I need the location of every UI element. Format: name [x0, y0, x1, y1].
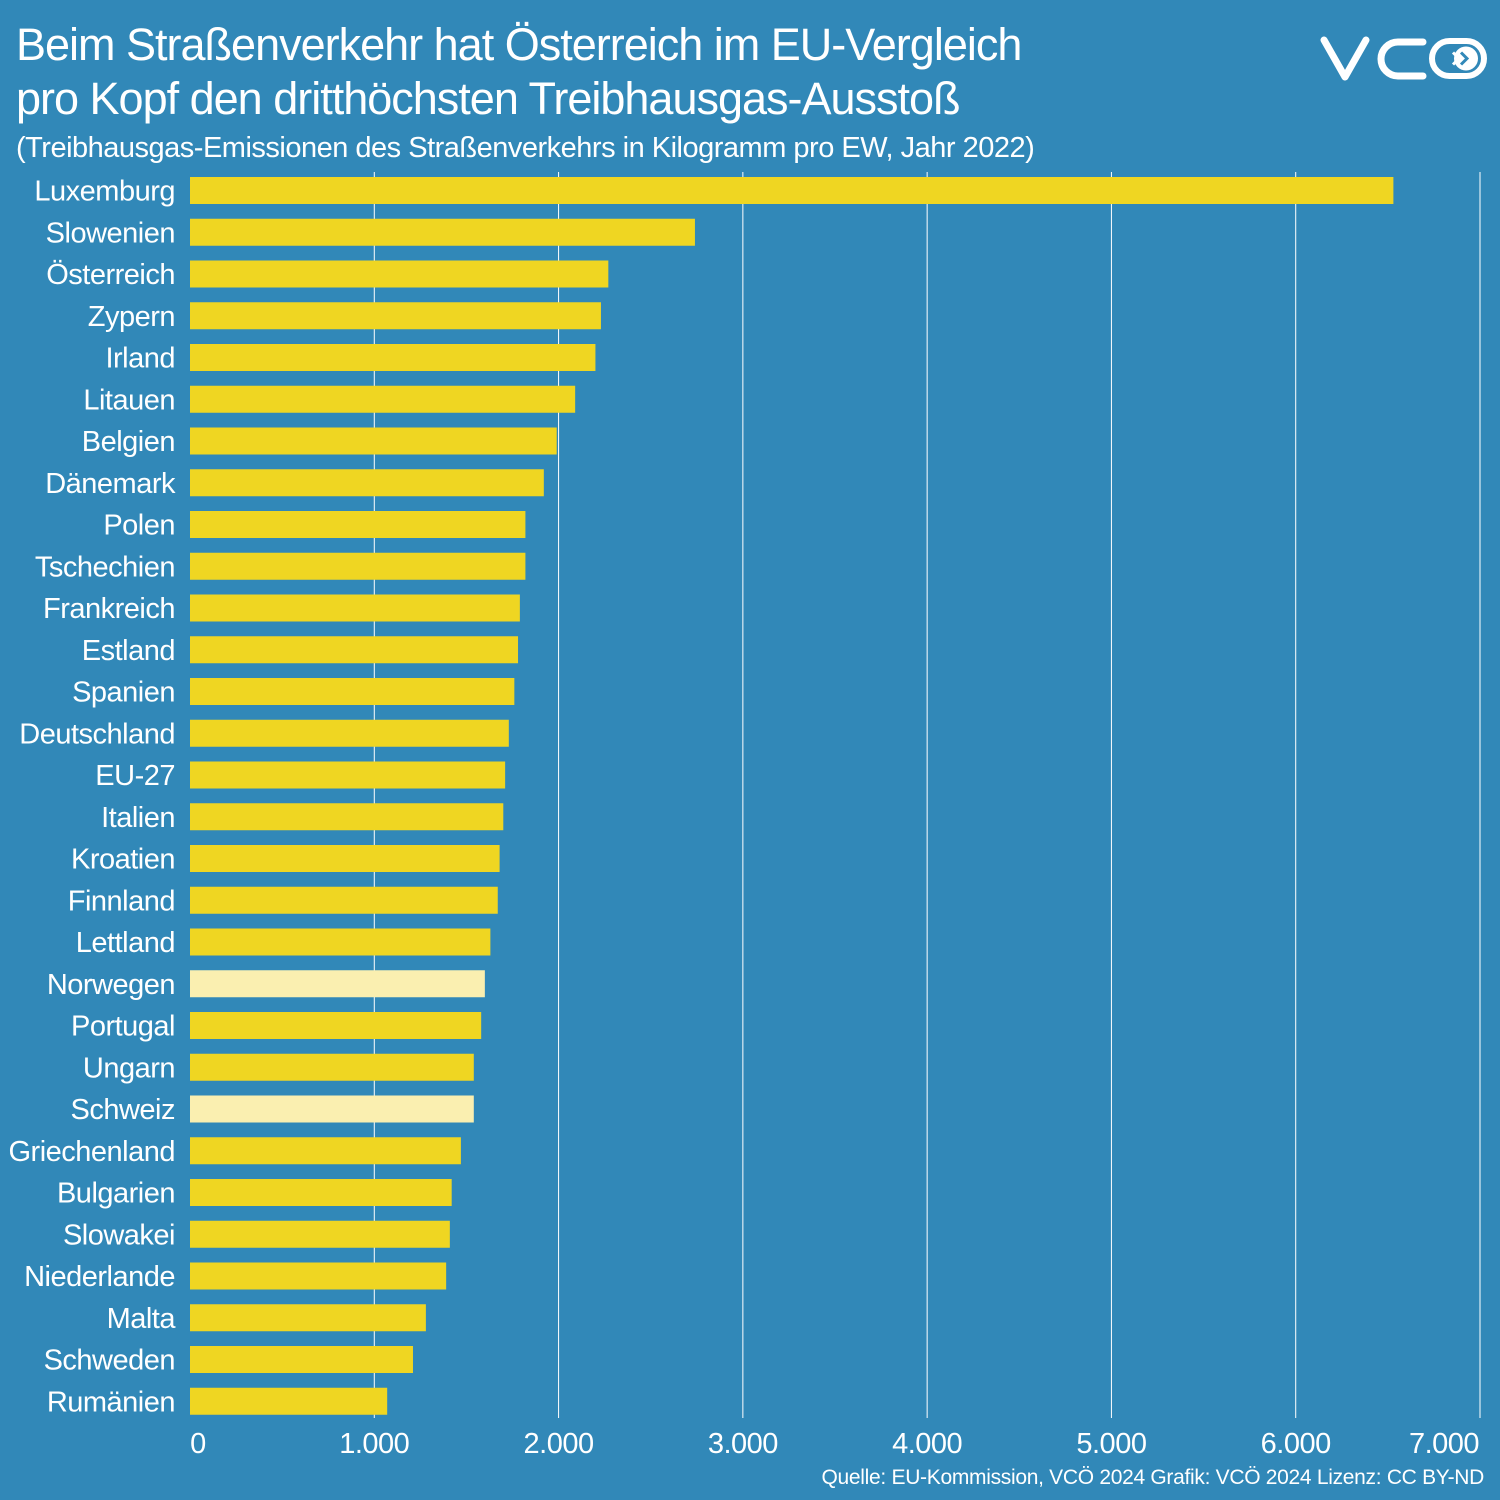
bar: [190, 1012, 482, 1039]
category-label: Portugal: [71, 1011, 175, 1043]
category-label: Estland: [82, 635, 175, 667]
chart-title-line-1: Beim Straßenverkehr hat Österreich im EU…: [16, 19, 1022, 70]
category-label: Österreich: [46, 259, 175, 291]
chart-title: Beim Straßenverkehr hat Österreich im EU…: [16, 18, 1022, 126]
bar: [190, 344, 596, 371]
category-label: Griechenland: [9, 1136, 176, 1168]
bar: [190, 177, 1394, 204]
category-label: Tschechien: [35, 551, 175, 583]
bar: [190, 970, 485, 998]
category-label: Kroatien: [71, 844, 175, 876]
bar: [190, 1220, 450, 1248]
bar: [190, 385, 576, 413]
category-label: Lettland: [76, 927, 175, 959]
bar: [190, 928, 491, 956]
vco-logo-icon: [1320, 34, 1490, 84]
x-tick-label: 2.000: [524, 1428, 594, 1460]
bar: [190, 511, 526, 538]
source-note: Quelle: EU-Kommission, VCÖ 2024 Grafik: …: [821, 1466, 1485, 1489]
category-label: Bulgarien: [57, 1178, 175, 1210]
bar: [190, 1262, 447, 1290]
category-label: Zypern: [88, 301, 175, 333]
category-label: EU-27: [95, 760, 175, 792]
category-label: Finnland: [68, 885, 175, 917]
category-label: Litauen: [83, 384, 175, 416]
category-label: Italien: [101, 802, 175, 834]
bar: [190, 845, 500, 872]
category-label: Niederlande: [24, 1261, 175, 1293]
x-tick-label: 5.000: [1076, 1428, 1146, 1460]
category-label: Frankreich: [43, 593, 175, 625]
category-label: Rumänien: [47, 1386, 175, 1418]
category-label: Norwegen: [47, 969, 175, 1001]
bar: [190, 218, 695, 246]
category-label: Deutschland: [19, 718, 175, 750]
bar: [190, 302, 601, 330]
x-tick-label: 0: [190, 1428, 206, 1460]
bar: [190, 803, 504, 831]
category-label: Schweden: [44, 1345, 175, 1377]
category-label: Luxemburg: [34, 176, 175, 208]
category-label: Ungarn: [83, 1052, 175, 1084]
bar: [190, 719, 509, 747]
bar: [190, 678, 515, 705]
vco-logo-graphic: [1320, 36, 1487, 81]
bar: [190, 1137, 461, 1165]
category-label: Malta: [107, 1303, 177, 1335]
bar: [190, 594, 520, 622]
bar: [190, 1387, 388, 1415]
bar: [190, 1053, 474, 1081]
bar: [190, 469, 544, 497]
category-label: Belgien: [82, 426, 175, 458]
category-label: Dänemark: [45, 468, 176, 500]
bar: [190, 552, 526, 580]
bar: [190, 761, 506, 789]
x-tick-label: 6.000: [1261, 1428, 1331, 1460]
bar: [190, 1304, 426, 1332]
bar: [190, 1095, 474, 1123]
x-tick-label: 4.000: [892, 1428, 962, 1460]
category-label: Spanien: [72, 677, 175, 709]
category-label: Slowakei: [63, 1219, 175, 1251]
x-tick-label: 3.000: [708, 1428, 778, 1460]
bar: [190, 636, 519, 664]
category-label: Slowenien: [46, 217, 175, 249]
x-tick-label: 7.000: [1409, 1428, 1479, 1460]
bar: [190, 1179, 452, 1206]
x-tick-label: 1.000: [339, 1428, 409, 1460]
bar: [190, 427, 557, 455]
bar: [190, 260, 609, 288]
category-label: Polen: [103, 510, 175, 542]
bar: [190, 886, 498, 914]
bar: [190, 1346, 413, 1373]
category-label: Irland: [105, 343, 175, 375]
chart-title-line-2: pro Kopf den dritthöchsten Treibhausgas-…: [16, 73, 961, 124]
chart-subtitle: (Treibhausgas-Emissionen des Straßenverk…: [16, 132, 1035, 164]
category-label: Schweiz: [71, 1094, 176, 1126]
